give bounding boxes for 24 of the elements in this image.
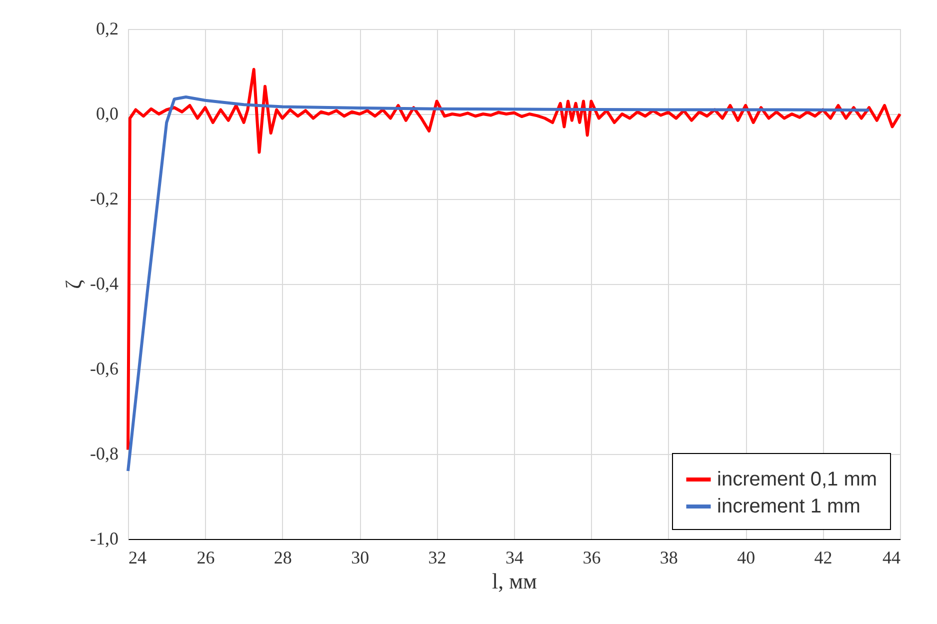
- x-tick-label: 32: [428, 548, 446, 568]
- x-tick-label: 44: [882, 548, 900, 568]
- y-tick-label: 0,2: [96, 18, 118, 38]
- y-tick-label: -0,4: [90, 274, 118, 294]
- y-axis-title: ζ: [61, 280, 86, 290]
- x-tick-label: 38: [660, 548, 678, 568]
- x-tick-label: 40: [737, 548, 756, 568]
- legend-label: increment 1 mm: [717, 496, 860, 518]
- y-tick-label: 0,0: [96, 104, 118, 124]
- y-tick-label: -0,8: [90, 444, 118, 464]
- x-tick-label: 30: [351, 548, 370, 568]
- x-tick-label: 34: [506, 548, 524, 568]
- y-tick-label: -0,6: [90, 358, 118, 378]
- line-series: [126, 68, 902, 452]
- y-tick-label: -0,2: [90, 188, 118, 208]
- x-tick-label: 42: [814, 548, 832, 568]
- x-axis-title: l, мм: [492, 568, 538, 594]
- y-tick-label: -1,0: [90, 528, 118, 548]
- x-tick-label: 28: [274, 548, 292, 568]
- x-tick-label: 26: [196, 548, 215, 568]
- x-tick-label: 24: [128, 548, 146, 568]
- line-series: [126, 96, 871, 472]
- legend-label: increment 0,1 mm: [717, 468, 878, 490]
- x-tick-label: 36: [582, 548, 601, 568]
